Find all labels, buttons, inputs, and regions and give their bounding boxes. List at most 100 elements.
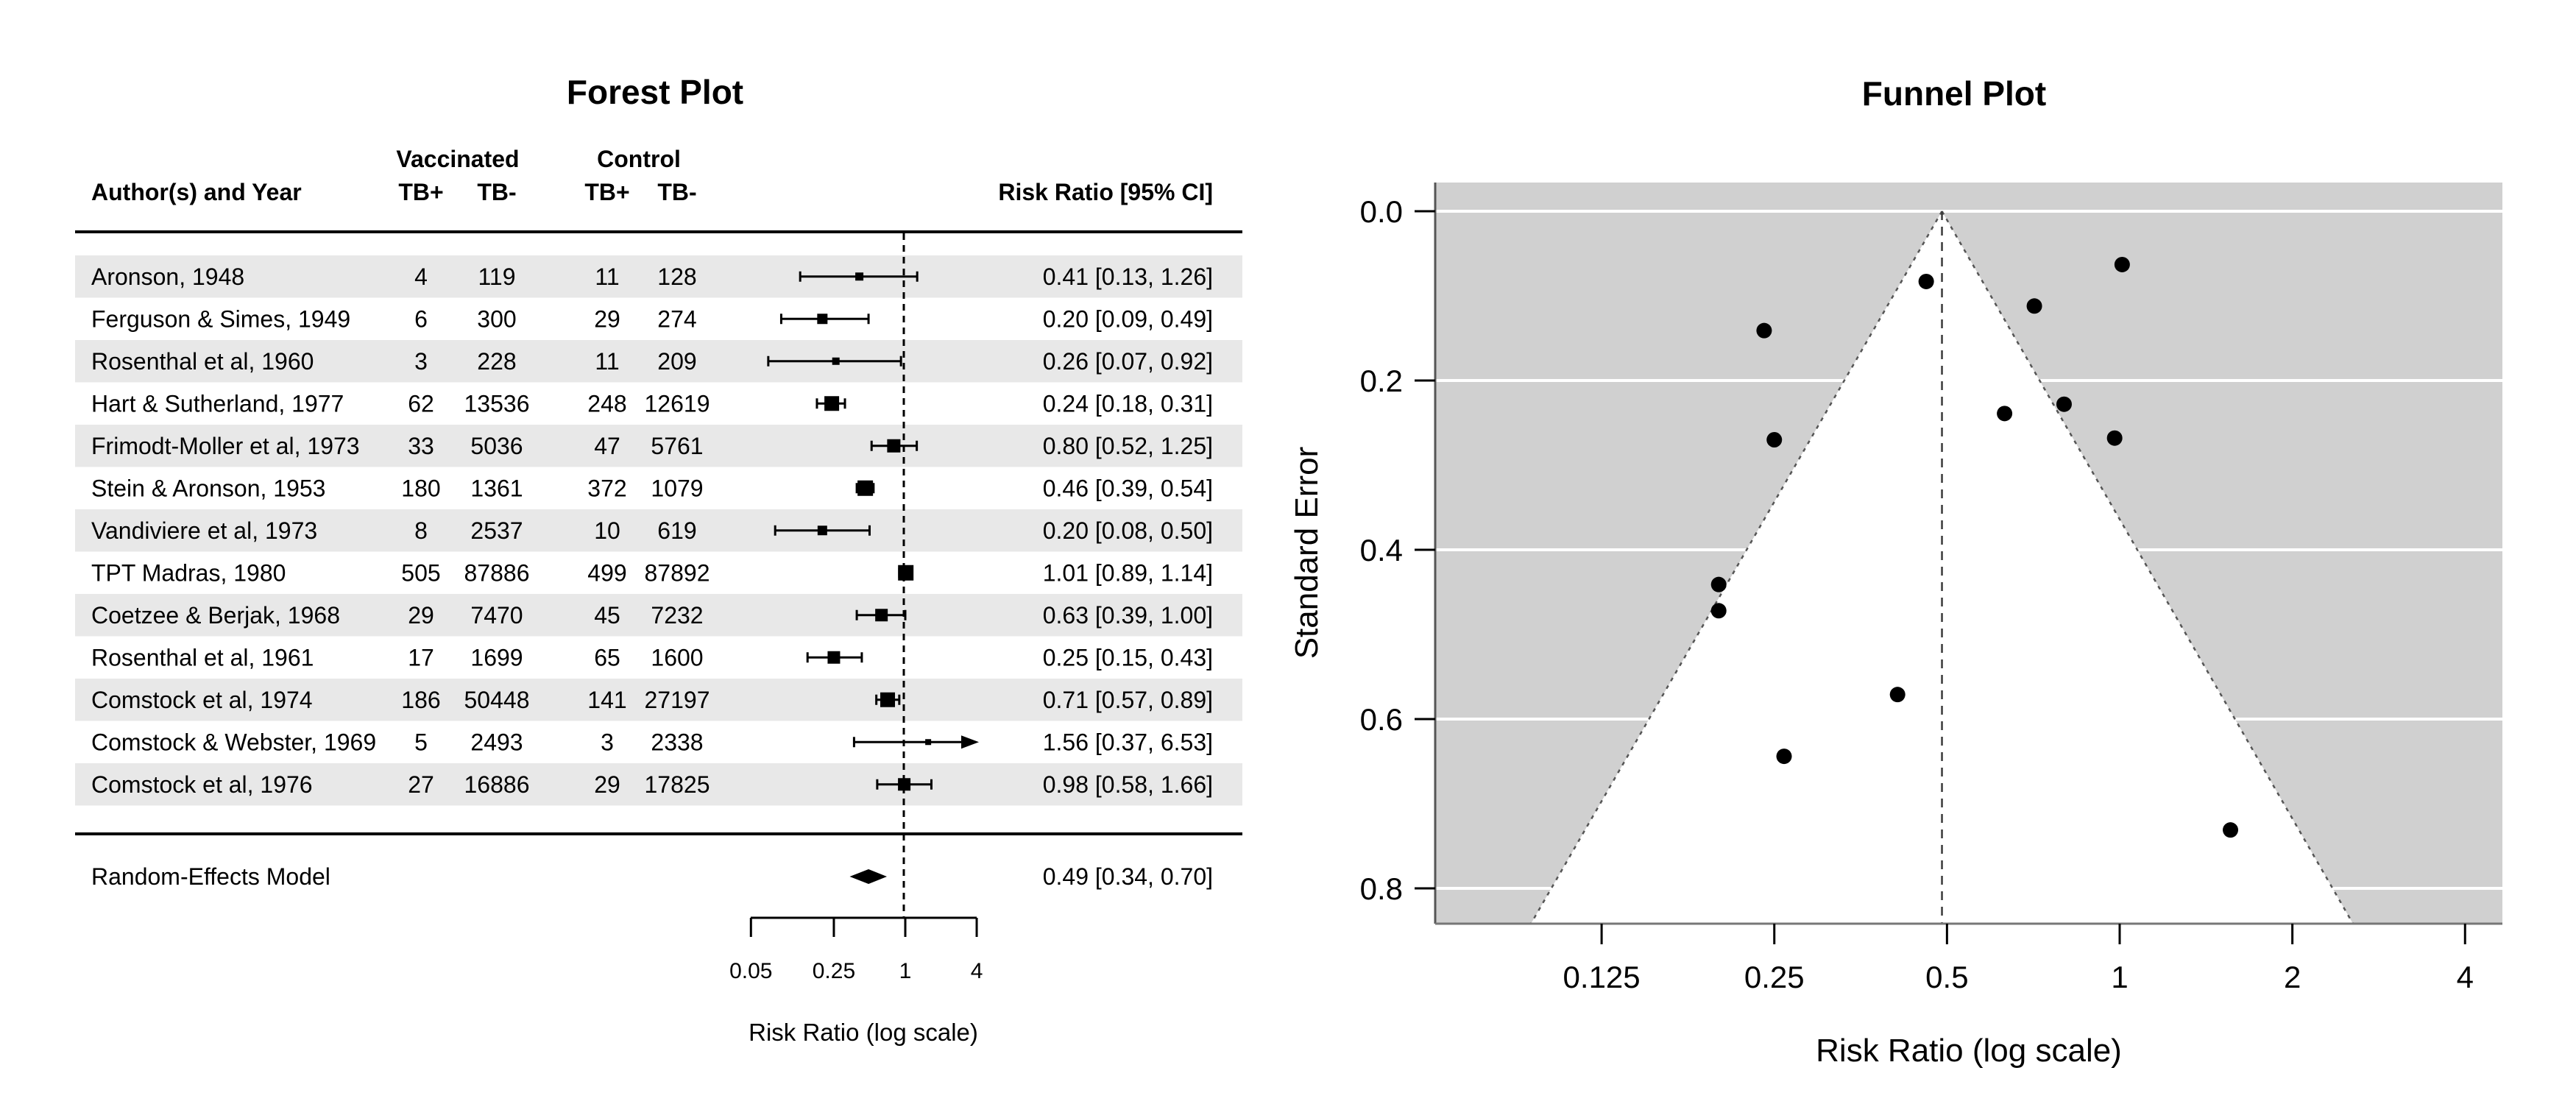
forest-ci-square [880, 692, 896, 707]
forest-ci-square [898, 565, 914, 581]
funnel-point [2114, 256, 2130, 272]
forest-ci-square [855, 272, 864, 281]
forest-row-ci-text: 1.01 [0.89, 1.14] [1043, 559, 1213, 586]
forest-row-author: Aronson, 1948 [91, 263, 244, 290]
forest-row: Hart & Sutherland, 1977 62 13536 248 12619 0.… [91, 390, 1213, 417]
forest-row-cneg: 2338 [651, 729, 703, 755]
forest-row-tpos: 62 [408, 390, 434, 417]
funnel-plot-title: Funnel Plot [1862, 74, 2046, 113]
funnel-point [1889, 687, 1906, 703]
forest-row-cpos: 47 [594, 433, 620, 459]
forest-effect-header: Risk Ratio [95% CI] [998, 179, 1213, 205]
funnel-y-tick-label: 0.2 [1360, 364, 1403, 398]
funnel-point [2223, 822, 2239, 838]
forest-row-author: Rosenthal et al, 1960 [91, 348, 314, 375]
forest-row-tpos: 27 [408, 771, 434, 798]
forest-row-cpos: 45 [594, 602, 620, 629]
forest-row-band [75, 763, 1242, 806]
forest-ci-square [857, 480, 874, 496]
forest-row-cpos: 248 [587, 390, 626, 417]
forest-row-tneg: 300 [477, 305, 516, 332]
forest-x-tick-label: 4 [971, 959, 983, 983]
forest-row: Comstock et al, 1974 186 50448 141 27197 0.71… [91, 687, 1213, 713]
forest-ci-square [875, 609, 888, 622]
forest-row-cpos: 29 [594, 305, 620, 332]
forest-row-tpos: 180 [401, 475, 440, 501]
forest-row-ci-text: 0.26 [0.07, 0.92] [1043, 348, 1213, 375]
forest-x-tick-label: 1 [899, 959, 912, 983]
forest-row-author: Frimodt-Moller et al, 1973 [91, 433, 360, 459]
forest-ci-square [817, 526, 827, 536]
funnel-x-axis-title: Risk Ratio (log scale) [1816, 1033, 2122, 1069]
forest-row-cneg: 619 [657, 517, 696, 544]
forest-row-author: Comstock et al, 1974 [91, 687, 313, 713]
forest-ci-square [887, 439, 901, 453]
funnel-point [1997, 406, 2013, 422]
forest-x-axis-ticks: 0.05 0.25 1 4 [729, 918, 983, 983]
forest-row-author: Coetzee & Berjak, 1968 [91, 602, 340, 629]
forest-x-tick-label: 0.05 [729, 959, 772, 983]
forest-row-tpos: 17 [408, 644, 434, 670]
forest-row-tneg: 87886 [464, 559, 530, 586]
forest-row-cneg: 7232 [651, 602, 703, 629]
forest-row-cpos: 65 [594, 644, 620, 670]
forest-row-author: Stein & Aronson, 1953 [91, 475, 325, 501]
forest-row-tneg: 50448 [464, 687, 530, 713]
summary-ci-text: 0.49 [0.34, 0.70] [1043, 863, 1213, 890]
funnel-point [1918, 273, 1934, 289]
funnel-y-tick-label: 0.4 [1360, 533, 1403, 567]
forest-row-cneg: 12619 [645, 390, 710, 417]
forest-row-band [75, 509, 1242, 552]
forest-row-cneg: 27197 [645, 687, 710, 713]
funnel-point [1710, 603, 1727, 619]
forest-row: Comstock & Webster, 1969 5 2493 3 2338 1.56 [… [91, 729, 1213, 755]
forest-row-tpos: 186 [401, 687, 440, 713]
forest-row-cneg: 274 [657, 305, 696, 332]
forest-col-header-tbpos-control: TB+ [584, 179, 629, 205]
summary-diamond-group [849, 869, 888, 884]
funnel-x-tick-label: 4 [2457, 960, 2474, 994]
forest-row-tneg: 2493 [470, 729, 523, 755]
forest-ci-square [898, 778, 911, 791]
funnel-point [2106, 430, 2123, 446]
funnel-x-tick-label: 0.5 [1925, 960, 1968, 994]
forest-row: TPT Madras, 1980 505 87886 499 87892 1.01 [0.… [91, 559, 1213, 586]
funnel-y-axis-title: Standard Error [1289, 447, 1325, 659]
forest-row-tpos: 33 [408, 433, 434, 459]
forest-row-band [75, 594, 1242, 637]
forest-ci-arrowhead [961, 735, 979, 749]
forest-row: Coetzee & Berjak, 1968 29 7470 45 7232 0.63 [… [91, 602, 1213, 629]
forest-row-tneg: 13536 [464, 390, 530, 417]
forest-row-cpos: 372 [587, 475, 626, 501]
forest-row-cpos: 11 [595, 263, 619, 290]
forest-ci-square [827, 651, 841, 664]
forest-row-ci-text: 0.20 [0.09, 0.49] [1043, 305, 1213, 332]
forest-row-cneg: 17825 [645, 771, 710, 798]
funnel-x-tick-label: 2 [2284, 960, 2301, 994]
forest-row-tpos: 5 [414, 729, 428, 755]
funnel-point [1710, 576, 1727, 592]
forest-row-tneg: 119 [478, 263, 515, 290]
forest-row-cneg: 5761 [651, 433, 703, 459]
forest-row-tpos: 3 [414, 348, 428, 375]
forest-row: Rosenthal et al, 1960 3 228 11 209 0.26 [0.07… [91, 348, 1213, 375]
forest-row-ci-text: 0.20 [0.08, 0.50] [1043, 517, 1213, 544]
forest-row-tpos: 29 [408, 602, 434, 629]
forest-row-cpos: 141 [587, 687, 626, 713]
forest-row: Vandiviere et al, 1973 8 2537 10 619 0.20 [0.… [91, 517, 1213, 544]
forest-group1-header: Vaccinated [396, 146, 519, 172]
funnel-axis-ticks: 0.0 0.2 0.4 0.6 0.8 0.125 0.25 0.5 1 2 4 [1360, 194, 2474, 994]
forest-row-cpos: 29 [594, 771, 620, 798]
forest-plot-title: Forest Plot [567, 73, 743, 111]
forest-row-cneg: 1600 [651, 644, 703, 670]
forest-author-header: Author(s) and Year [91, 179, 302, 205]
forest-row-cneg: 209 [657, 348, 696, 375]
funnel-y-tick-label: 0.8 [1360, 871, 1403, 906]
forest-row-ci-text: 0.63 [0.39, 1.00] [1043, 602, 1213, 629]
funnel-dynamic-layer [1435, 210, 2502, 924]
funnel-y-tick-label: 0.0 [1360, 194, 1403, 229]
forest-group2-header: Control [597, 146, 681, 172]
forest-col-header-tbneg-vaccinated: TB- [477, 179, 516, 205]
forest-row-bands [75, 255, 1242, 806]
